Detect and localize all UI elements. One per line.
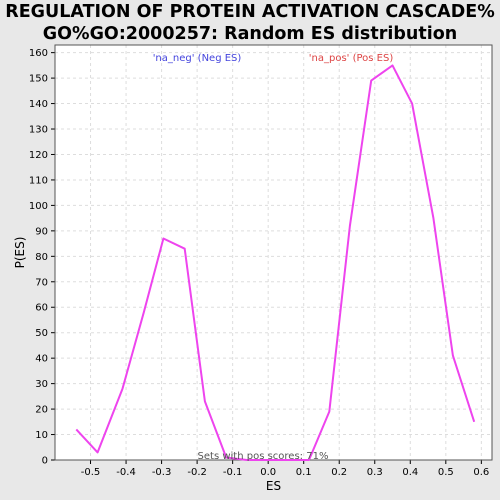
y-tick-label: 30 — [35, 379, 48, 390]
x-tick-label: 0.3 — [367, 467, 383, 478]
legend-neg-label: 'na_neg' (Neg ES) — [153, 53, 242, 64]
y-tick-label: 130 — [29, 125, 48, 136]
plot-area — [55, 45, 492, 460]
y-tick-label: 60 — [35, 303, 48, 314]
x-tick-label: -0.2 — [187, 467, 207, 478]
pos-scores-annotation: Sets with pos scores: 71% — [198, 451, 329, 462]
y-tick-label: 10 — [35, 430, 48, 441]
legend-pos-label: 'na_pos' (Pos ES) — [309, 53, 394, 64]
es-distribution-line — [75, 64, 476, 461]
x-tick-label: -0.1 — [223, 467, 243, 478]
x-tick-label: -0.5 — [81, 467, 101, 478]
y-tick-label: 90 — [35, 226, 48, 237]
x-tick-label: 0.4 — [402, 467, 418, 478]
y-tick-label: 160 — [29, 48, 48, 59]
y-tick-label: 120 — [29, 150, 48, 161]
y-tick-label: 140 — [29, 99, 48, 110]
x-tick-label: -0.3 — [152, 467, 172, 478]
x-tick-label: 0.2 — [331, 467, 347, 478]
y-tick-label: 40 — [35, 354, 48, 365]
x-tick-label: -0.4 — [116, 467, 136, 478]
x-tick-label: 0.0 — [260, 467, 276, 478]
chart-title-line-2: GO%GO:2000257: Random ES distribution — [42, 24, 458, 44]
y-tick-label: 50 — [35, 328, 48, 339]
chart-title-line-1: REGULATION OF PROTEIN ACTIVATION CASCADE… — [5, 2, 495, 22]
y-tick-label: 80 — [35, 252, 48, 263]
x-tick-label: 0.6 — [473, 467, 489, 478]
y-tick-label: 100 — [29, 201, 48, 212]
y-axis-label: P(ES) — [13, 237, 27, 269]
x-tick-label: 0.5 — [438, 467, 454, 478]
x-tick-label: 0.1 — [296, 467, 312, 478]
y-tick-label: 0 — [42, 456, 48, 467]
y-tick-label: 70 — [35, 277, 48, 288]
y-tick-label: 150 — [29, 74, 48, 85]
y-tick-label: 110 — [29, 175, 48, 186]
y-tick-label: 20 — [35, 405, 48, 416]
x-axis-label: ES — [266, 479, 281, 493]
